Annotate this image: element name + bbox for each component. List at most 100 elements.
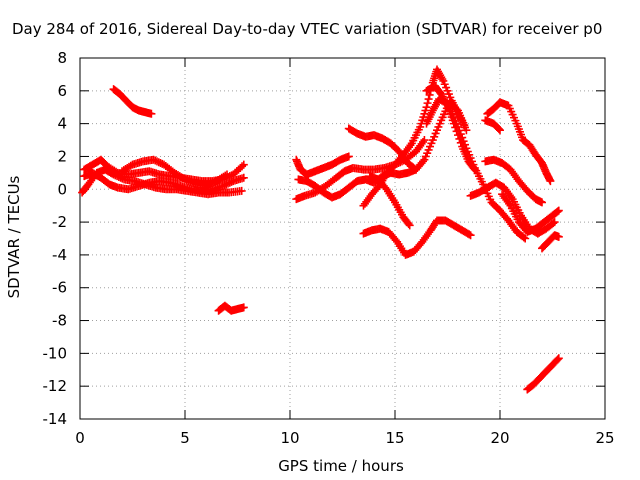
x-tick-label: 25 (595, 429, 614, 447)
data-point (554, 206, 563, 215)
data-point (554, 354, 563, 363)
data-point (465, 230, 474, 239)
data-point (553, 207, 562, 216)
ticks (79, 57, 606, 420)
y-tick-label: -2 (52, 213, 67, 231)
data-point (113, 172, 122, 181)
x-tick-label: 20 (490, 429, 509, 447)
data-point (466, 231, 475, 240)
data-point (225, 178, 234, 187)
data-point (189, 179, 198, 188)
data-point (114, 172, 123, 181)
data-point (412, 165, 420, 174)
series-arc-5 (109, 85, 156, 118)
data-point (239, 160, 248, 169)
data-point (405, 221, 414, 230)
data-point (221, 171, 230, 180)
data-point (222, 180, 231, 189)
data-point (344, 152, 353, 161)
plot-frame (79, 57, 606, 420)
data-point (153, 157, 161, 166)
y-tick-label: 0 (57, 180, 67, 198)
data-point (227, 177, 236, 186)
series-arc-4 (118, 155, 231, 190)
data-point (109, 170, 118, 179)
data-point (182, 176, 191, 185)
data-point (538, 198, 546, 207)
series-arc-19 (481, 116, 504, 135)
y-tick-label: 8 (57, 49, 67, 67)
chart-title: Day 284 of 2016, Sidereal Day-to-day VTE… (12, 20, 602, 38)
data-point (224, 179, 233, 188)
data-point (456, 130, 465, 139)
data-point (188, 178, 196, 187)
series-arc-22 (523, 354, 563, 394)
data-point (423, 99, 432, 108)
y-tick-label: -12 (43, 377, 68, 395)
y-tick-label: -4 (52, 246, 67, 264)
data-point (546, 177, 555, 186)
data-point (422, 103, 431, 112)
data-point (494, 125, 503, 134)
y-tick-label: 2 (57, 147, 67, 165)
y-tick-label: -8 (52, 312, 67, 330)
y-tick-label: -10 (43, 344, 68, 362)
data-point (223, 170, 231, 179)
tick-labels: 0 5 10 15 20 25 -14 -12 -10 -8 -6 -4 -2 0 2 4 6 8 (43, 49, 615, 447)
data-point (203, 181, 212, 190)
series-arc-13 (365, 172, 414, 230)
data-point (404, 220, 413, 229)
series-arc-3 (78, 165, 246, 199)
data-point (420, 136, 429, 145)
data-point (149, 155, 158, 164)
data-point (549, 219, 558, 228)
data-point (207, 179, 216, 188)
series-arc-20 (498, 190, 563, 236)
series-arc-6 (214, 301, 248, 315)
data-point (239, 303, 248, 312)
data-point (459, 137, 468, 146)
data-point (147, 109, 156, 118)
x-tick-label: 15 (385, 429, 404, 447)
data-point (458, 133, 467, 142)
data-point (462, 126, 471, 135)
data-point (156, 159, 165, 168)
data-point (424, 95, 433, 104)
data-point (111, 171, 120, 180)
data-point (519, 233, 528, 242)
data-point (239, 173, 248, 182)
y-tick-label: -6 (52, 279, 67, 297)
data-point (209, 178, 217, 187)
data-point (553, 355, 562, 364)
data-point (205, 180, 214, 189)
data-point (151, 156, 160, 165)
data-point (550, 218, 559, 227)
series-arc-17 (466, 178, 559, 238)
x-tick-label: 5 (180, 429, 190, 447)
data-point (116, 173, 125, 182)
data-point (521, 234, 530, 243)
data-point (238, 162, 247, 171)
data-point (496, 126, 504, 135)
y-tick-label: 4 (57, 115, 67, 133)
data-point (454, 122, 462, 131)
data-point (184, 177, 193, 186)
series-arc-18 (483, 98, 555, 186)
data-point (154, 158, 163, 167)
series-arc-7 (292, 152, 353, 179)
y-axis-label: SDTVAR / TECUs (5, 175, 23, 298)
data-point (554, 232, 563, 241)
data-point (202, 181, 210, 190)
data-point (419, 157, 427, 166)
y-tick-label: -14 (43, 410, 68, 428)
series-arc-12 (359, 216, 475, 259)
data-point (461, 140, 469, 149)
series-arc-16 (481, 155, 546, 207)
data-point (455, 126, 464, 135)
data-points (78, 65, 563, 394)
x-tick-label: 0 (75, 429, 85, 447)
data-point (237, 186, 246, 195)
series-arc-21 (538, 231, 563, 253)
data-point (126, 161, 135, 170)
